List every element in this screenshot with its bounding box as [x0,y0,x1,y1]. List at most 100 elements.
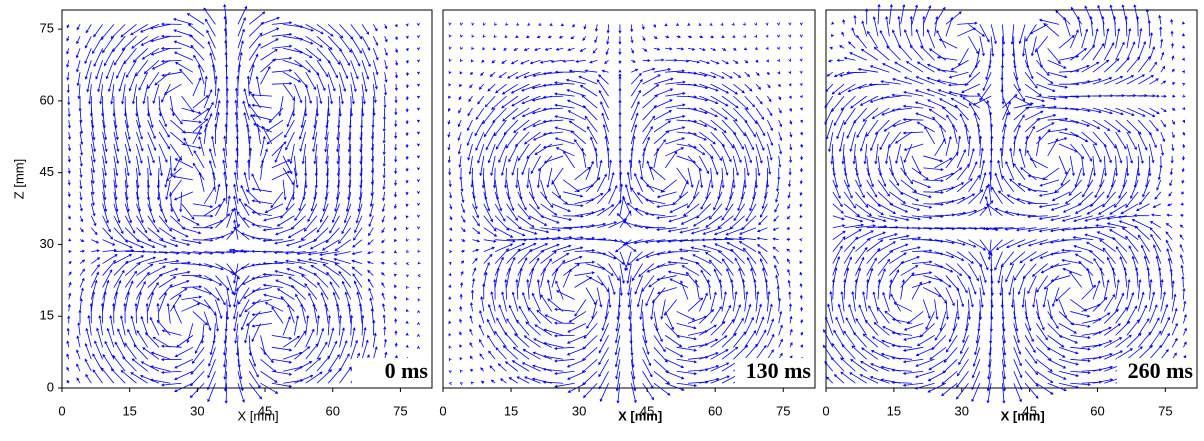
vector-arrow [1038,215,1060,221]
vector-arrow [287,227,306,239]
vector-arrow [448,261,452,265]
vector-arrow [596,159,603,180]
vector-arrow [528,257,540,276]
vector-arrow [67,131,72,140]
vector-arrow [721,203,734,221]
vector-arrow [1047,382,1067,392]
vector-arrow [732,143,742,164]
vector-arrow [76,72,81,87]
vector-arrow [1092,326,1112,336]
vector-arrow [164,167,171,188]
vector-arrow [1013,335,1022,355]
vector-arrow [982,72,992,92]
x-tick-label: 45 [258,403,272,418]
vector-arrow [521,155,530,176]
vector-arrow [506,191,515,212]
vector-arrow [94,340,103,360]
vector-arrow [1047,95,1069,100]
vector-arrow [608,171,615,192]
vector-arrow [855,179,865,199]
x-tick-label: 75 [393,403,407,418]
vector-arrow [987,183,992,204]
vector-arrow [527,22,531,26]
vector-arrow [120,315,126,336]
vector-arrow [1160,143,1165,156]
vector-arrow [628,299,632,321]
vector-arrow [900,191,920,202]
vector-arrow [1092,353,1113,360]
vector-arrow [1103,42,1115,61]
vector-arrow [546,279,553,300]
vector-arrow [320,292,329,312]
x-tick-label: 45 [640,403,654,418]
vector-arrow [1102,191,1116,208]
vector-arrow [628,311,632,333]
vector-arrow [832,191,843,208]
vector-arrow [641,275,655,293]
vector-arrow [319,203,329,223]
vector-arrow [656,227,677,232]
vector-arrow [368,215,374,228]
vector-arrow [650,299,655,320]
vector-arrow [630,24,634,33]
vector-arrow [240,232,261,241]
vector-arrow [479,338,485,348]
vector-arrow [150,35,171,43]
vector-arrow [526,278,530,300]
vector-arrow [598,347,609,366]
vector-arrow [606,36,610,45]
vector-arrow [968,239,987,251]
vector-arrow [405,84,409,89]
vector-arrow [347,143,352,165]
vector-arrow [405,308,409,313]
vector-arrow [448,345,452,349]
vector-arrow [1149,107,1160,115]
vector-arrow [902,358,924,364]
vector-arrow [891,368,912,372]
vector-arrow [536,167,541,189]
vector-arrow [316,341,328,360]
vector-arrow [1171,68,1175,73]
vector-arrow [394,330,398,336]
vector-arrow [1137,278,1142,300]
vector-arrow [853,14,857,25]
vector-arrow [710,143,723,162]
vector-arrow [1024,335,1036,354]
vector-arrow [76,349,81,360]
vector-arrow [902,346,924,352]
vector-arrow [466,119,473,132]
vector-arrow [968,174,981,193]
vector-arrow [956,371,969,388]
vector-arrow [985,203,1003,217]
vector-arrow [800,119,803,124]
vector-arrow [481,59,485,63]
vector-arrow [1125,191,1139,209]
vector-arrow [721,291,727,312]
vector-arrow [948,90,969,97]
vector-arrow [676,346,697,352]
vector-arrow [237,383,245,403]
vector-arrow [1183,313,1187,324]
vector-arrow [170,239,191,246]
vector-arrow [91,264,100,276]
vector-arrow [1036,59,1050,77]
vector-arrow [207,359,216,379]
vector-arrow [1034,36,1049,53]
vector-arrow [459,369,463,373]
vector-arrow [1035,48,1043,69]
vector-arrow [511,360,530,372]
vector-arrow [417,249,421,253]
vector-arrow [987,359,992,380]
vector-arrow [579,84,598,97]
vector-arrow [891,107,913,112]
vector-arrow [134,302,138,324]
vector-arrow [849,52,867,61]
vector-arrow [972,95,992,106]
vector-arrow [405,167,409,172]
vector-arrow [1169,179,1173,187]
vector-arrow [361,72,368,93]
vector-arrow [532,364,552,372]
vector-arrow [515,278,519,300]
vector-arrow [67,120,71,129]
vector-arrow [305,314,310,336]
